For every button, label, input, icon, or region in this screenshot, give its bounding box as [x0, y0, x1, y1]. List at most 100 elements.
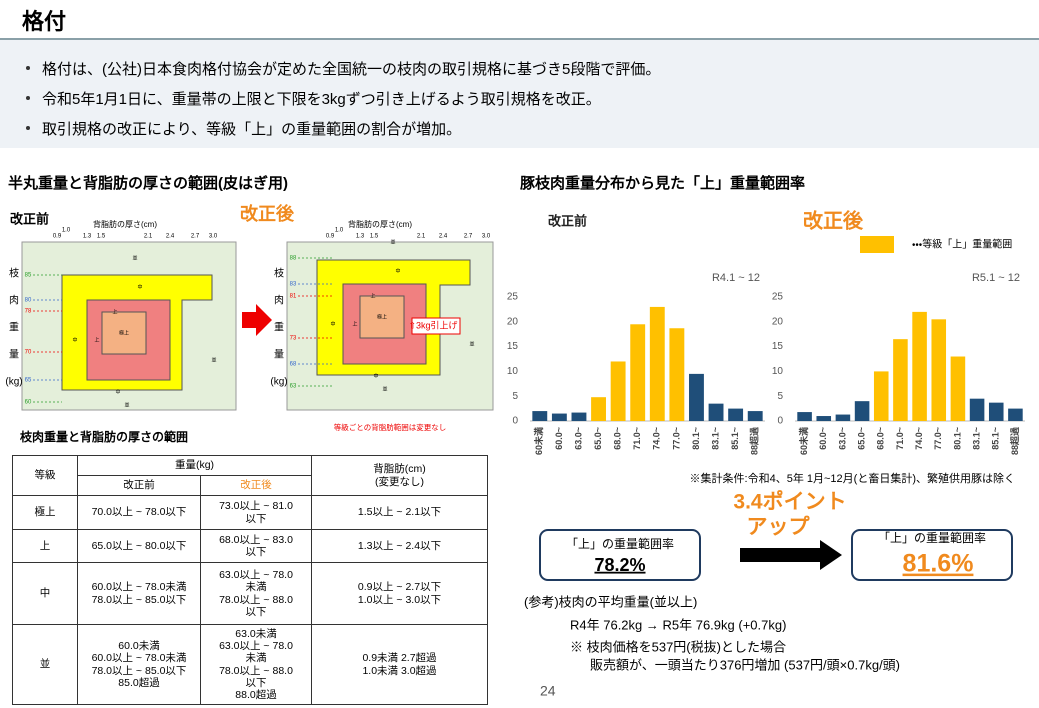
table-header: 等級	[12, 455, 78, 496]
x-tick-label: 2.7	[464, 234, 473, 240]
diagram-label: 改正後	[240, 203, 295, 224]
grade-label: 並	[132, 254, 137, 261]
arrow	[242, 304, 272, 336]
y-tick-label: 25	[507, 292, 519, 303]
box	[539, 529, 701, 581]
x-tick-label: 1.3	[83, 234, 92, 240]
y-tick-label: 60	[25, 400, 32, 406]
y-label: 肉	[9, 294, 19, 307]
y-tick-label: 80	[25, 298, 32, 304]
increase: 3.4ポイント	[733, 490, 846, 514]
bullet-dot	[26, 96, 30, 100]
table-cell: 0.9以上 ~ 2.7以下 1.0以上 ~ 3.0以下	[311, 562, 488, 625]
bar	[931, 319, 947, 421]
grade-label: 並	[382, 385, 387, 392]
grade-label: 中	[330, 320, 335, 327]
y-tick-label: 10	[772, 366, 784, 377]
table-cell: 極上	[12, 495, 78, 530]
box-value: 81.6%	[903, 550, 974, 578]
grade-label: 上	[112, 308, 117, 315]
bullet-dot	[26, 126, 30, 130]
section-heading: 半丸重量と背脂肪の厚さの範囲(皮はぎ用)	[8, 175, 288, 192]
x-tick-label: 1.5	[97, 234, 106, 240]
bar	[816, 416, 832, 421]
x-tick-label: 0.9	[326, 234, 335, 240]
y-tick-label: 78	[25, 309, 32, 315]
x-tick-label: 85.1~	[991, 427, 1001, 450]
x-tick-label: 63.0~	[837, 427, 847, 450]
chart-title: 改正前	[548, 213, 587, 228]
table-cell: 68.0以上 ~ 83.0 以下	[200, 529, 312, 563]
y-tick-label: 15	[772, 341, 784, 352]
y-tick-label: 63	[290, 384, 297, 390]
grade-label: 上	[370, 292, 375, 299]
grade-region	[359, 295, 405, 339]
x-tick-label: 71.0~	[895, 427, 905, 450]
y-label: 量	[274, 349, 284, 361]
grade-region	[101, 311, 147, 355]
reference: (参考)枝肉の平均重量(並以上)	[524, 594, 697, 609]
bar	[551, 413, 567, 421]
table-cell: 上	[12, 529, 78, 563]
y-tick-label: 70	[25, 350, 32, 356]
grade-label: 中	[72, 336, 77, 343]
y-tick-label: 10	[507, 366, 519, 377]
table-cell: 中	[12, 562, 78, 625]
legend-swatch	[860, 236, 894, 253]
table-cell: 73.0以上 ~ 81.0 以下	[200, 495, 312, 530]
table-cell: 63.0以上 ~ 78.0 未満 78.0以上 ~ 88.0 以下	[200, 562, 312, 625]
chart-subtitle: R5.1 ~ 12	[972, 272, 1020, 284]
grade-label: 中	[115, 388, 120, 395]
y-tick-label: 20	[772, 316, 784, 327]
x-tick-label: 80.1~	[691, 427, 701, 450]
grade-label: 並	[469, 340, 474, 347]
x-tick-label: 65.0~	[593, 427, 603, 450]
y-tick-label: 25	[772, 292, 784, 303]
x-tick-label: 2.4	[166, 234, 175, 240]
increase: アップ	[747, 516, 811, 539]
y-tick-label: 20	[507, 316, 519, 327]
y-tick-label: 81	[290, 294, 297, 300]
box	[851, 529, 1013, 581]
x-tick-label: 1.3	[356, 234, 365, 240]
x-tick-label: 0.9	[53, 234, 62, 240]
x-tick-label: 60.0~	[818, 427, 828, 450]
x-tick-label: 88超過	[749, 427, 760, 455]
bar	[610, 361, 626, 421]
y-label: 重	[9, 321, 19, 334]
table-cell: 70.0以上 ~ 78.0以下	[77, 495, 201, 530]
x-tick-label: 74.0~	[652, 427, 662, 450]
y-tick-label: 0	[512, 416, 518, 427]
x-tick-label: 3.0	[482, 234, 491, 240]
bullet-band	[0, 40, 1039, 148]
bar	[854, 401, 870, 421]
grade-label: 並	[124, 401, 129, 408]
bar	[630, 324, 646, 421]
axis-label: 背脂肪の厚さ(cm)	[348, 219, 412, 229]
table-cell: 1.3以上 ~ 2.4以下	[311, 529, 488, 563]
x-tick-label: 60未満	[533, 427, 544, 455]
x-tick-label: 74.0~	[914, 427, 924, 450]
note-box	[411, 317, 461, 335]
table-row: 極上 70.0以上 ~ 78.0以下 73.0以上 ~ 81.0 以下 1.5以上 ~…	[12, 495, 488, 530]
y-label: 肉	[274, 294, 284, 307]
bar	[708, 403, 724, 421]
bar	[835, 414, 851, 421]
grade-label: 上	[94, 336, 99, 343]
bar	[873, 371, 889, 421]
y-tick-label: 0	[777, 416, 783, 427]
axis-label: 背脂肪の厚さ(cm)	[93, 219, 157, 229]
bullet: 取引規格の改正により、等級「上」の重量範囲の割合が増加。	[42, 121, 462, 138]
bar	[747, 411, 763, 421]
bullet-dot	[26, 66, 30, 70]
box-label: 「上」の重量範囲率	[878, 530, 986, 545]
x-tick-label: 77.0~	[933, 427, 943, 450]
grade-label: 上	[352, 320, 357, 327]
y-tick-label: 65	[25, 378, 32, 384]
bar	[728, 408, 744, 421]
bar	[797, 412, 812, 421]
x-tick-label: 60.0~	[554, 427, 564, 450]
x-tick-label: 83.1~	[710, 427, 720, 450]
